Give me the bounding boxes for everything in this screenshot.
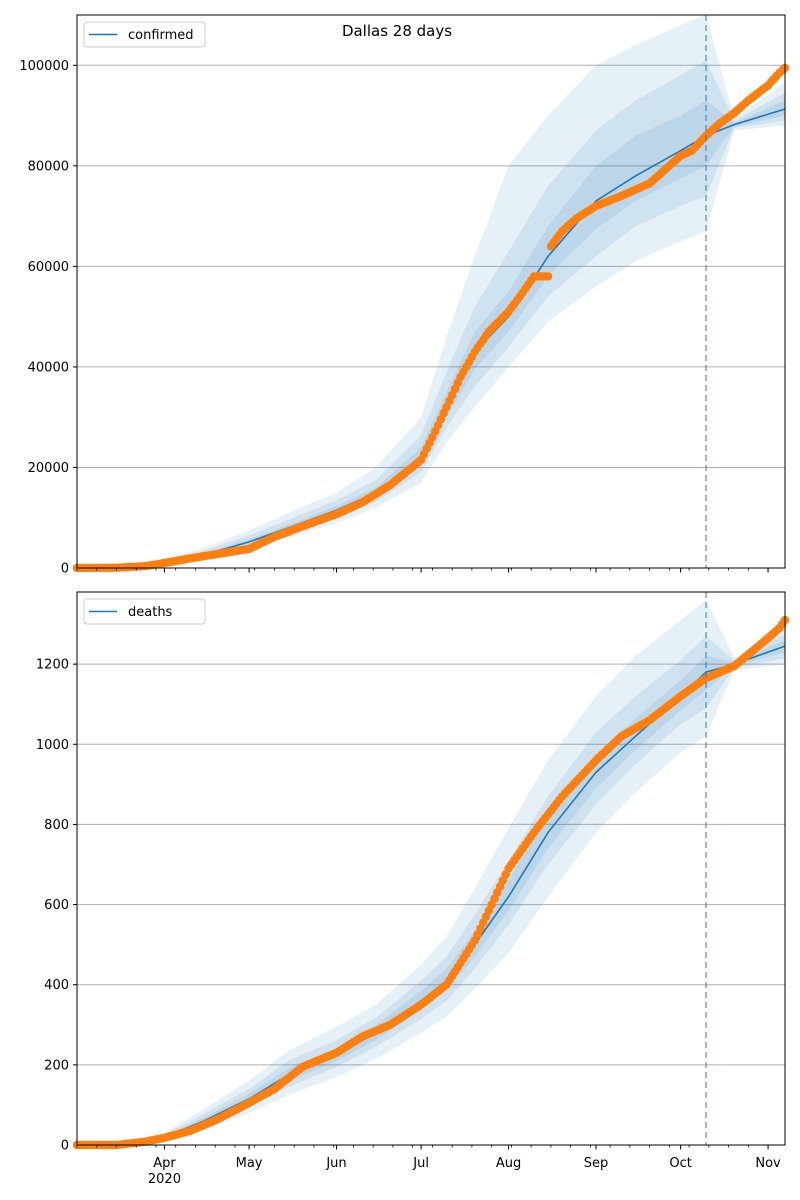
x-tick-label: Jun bbox=[325, 1156, 346, 1171]
plot-frame bbox=[76, 14, 786, 569]
observed-point bbox=[543, 272, 553, 281]
chart-title: Dallas 28 days bbox=[342, 22, 452, 40]
y-tick-label: 20000 bbox=[28, 461, 69, 476]
y-tick-label: 200 bbox=[44, 1058, 69, 1073]
uncertainty-band bbox=[77, 100, 785, 568]
x-tick-label: Nov bbox=[755, 1156, 781, 1171]
y-tick-label: 40000 bbox=[28, 360, 69, 375]
y-tick-label: 0 bbox=[61, 1139, 69, 1154]
y-tick-label: 0 bbox=[61, 562, 69, 577]
y-tick-label: 1000 bbox=[36, 738, 69, 753]
legend-box bbox=[83, 598, 206, 625]
legend-box bbox=[83, 21, 206, 48]
y-tick-label: 60000 bbox=[28, 260, 69, 275]
uncertainty-band bbox=[77, 640, 785, 1145]
legend: deaths bbox=[83, 598, 206, 625]
legend: confirmed bbox=[83, 21, 206, 48]
y-tick-label: 600 bbox=[44, 898, 69, 913]
confirmed-panel: 0 20000 40000 60000 80000 100000 confirmed bbox=[19, 14, 790, 577]
x-tick-label: Aug bbox=[496, 1156, 521, 1171]
uncertainty-band bbox=[77, 15, 785, 568]
legend-label: confirmed bbox=[128, 28, 194, 43]
x-tick-label: May bbox=[236, 1156, 263, 1171]
x-tick-label: Apr bbox=[153, 1156, 176, 1171]
x-tick-label: Oct bbox=[669, 1156, 691, 1171]
y-tick-label: 1200 bbox=[36, 658, 69, 673]
uncertainty-band bbox=[77, 600, 785, 1145]
y-tick-label: 100000 bbox=[19, 59, 69, 74]
deaths-panel: 0 200 400 600 800 1000 1200 deaths bbox=[36, 591, 790, 1154]
x-tick-label: Jul bbox=[412, 1156, 429, 1171]
x-tick-label: Sep bbox=[584, 1156, 609, 1171]
uncertainty-band bbox=[77, 60, 785, 568]
y-tick-label: 400 bbox=[44, 978, 69, 993]
plot-frame bbox=[76, 591, 786, 1146]
y-tick-label: 80000 bbox=[28, 159, 69, 174]
x-tick-sublabel: 2020 bbox=[148, 1172, 181, 1187]
y-tick-label: 800 bbox=[44, 818, 69, 833]
legend-label: deaths bbox=[128, 605, 173, 620]
